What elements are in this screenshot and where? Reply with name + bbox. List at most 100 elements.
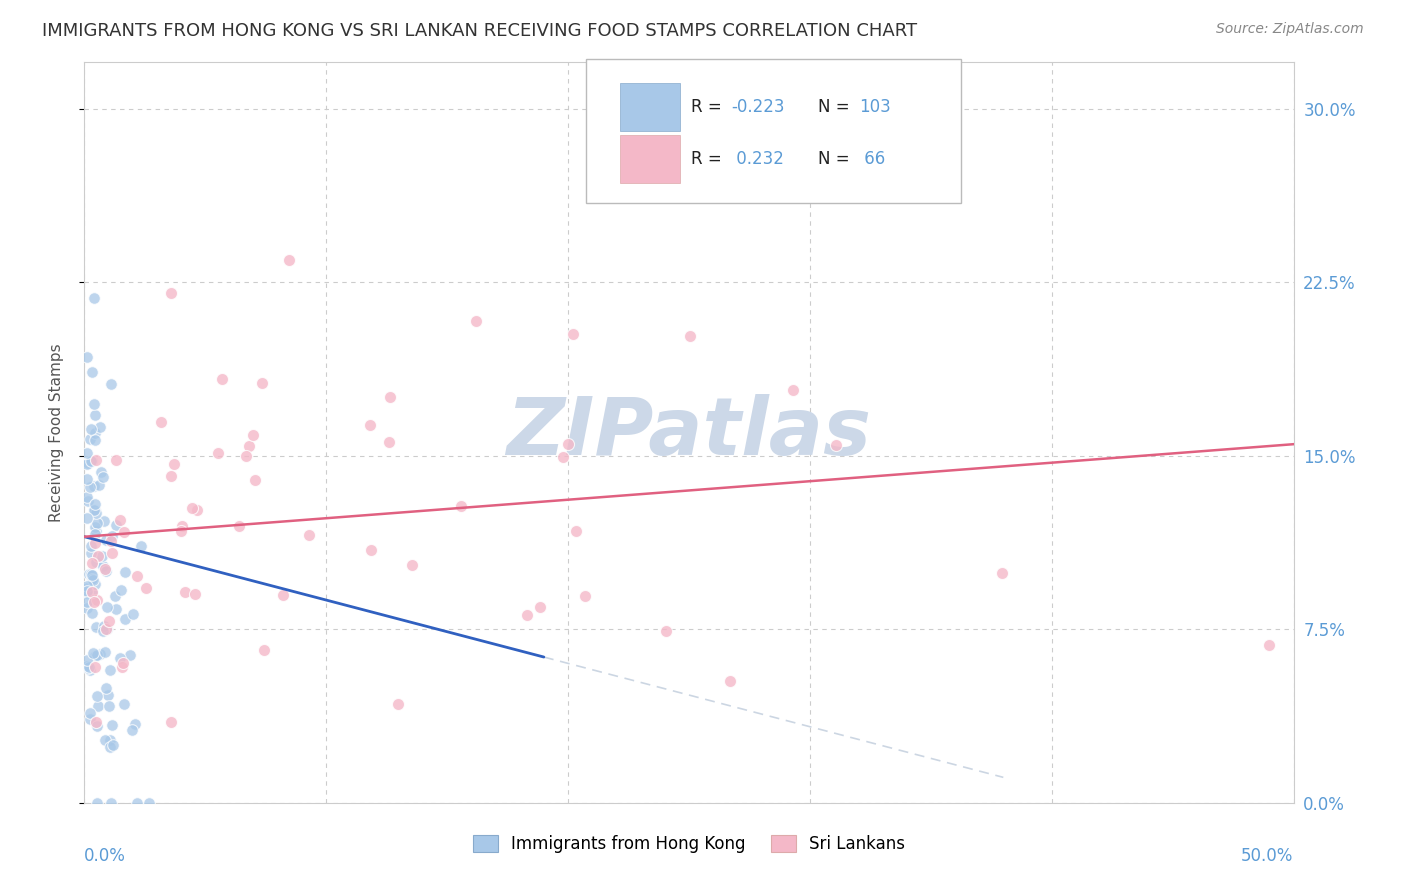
Point — [84, 620, 107, 634]
Point — [108, 513, 131, 527]
Point — [84, 576, 107, 591]
Point — [91, 624, 114, 638]
Point — [118, 648, 141, 662]
Point — [104, 453, 127, 467]
Point — [104, 518, 127, 533]
Point — [101, 738, 124, 752]
Point — [360, 543, 382, 558]
Point — [401, 558, 423, 572]
Point — [96, 600, 118, 615]
Point — [84, 555, 107, 569]
Point — [84, 453, 107, 467]
Point — [242, 428, 264, 442]
Point — [1258, 638, 1281, 652]
Point — [93, 645, 115, 659]
Point — [250, 376, 273, 390]
Point — [86, 719, 108, 733]
Point — [825, 438, 848, 452]
Point — [86, 593, 108, 607]
Point — [574, 590, 596, 604]
Point — [83, 396, 105, 410]
Text: 66: 66 — [859, 150, 886, 168]
Point — [79, 480, 101, 494]
Text: R =: R = — [692, 150, 727, 168]
Y-axis label: Receiving Food Stamps: Receiving Food Stamps — [49, 343, 63, 522]
Point — [82, 585, 104, 599]
Point — [76, 659, 98, 673]
Point — [93, 470, 115, 484]
Point — [89, 420, 111, 434]
Point — [211, 372, 233, 386]
Point — [79, 712, 101, 726]
Point — [135, 581, 157, 595]
Text: 50.0%: 50.0% — [1241, 847, 1294, 865]
Point — [80, 567, 103, 582]
Point — [87, 549, 110, 564]
Point — [76, 490, 98, 504]
Point — [101, 718, 124, 732]
Point — [138, 796, 160, 810]
Text: N =: N = — [818, 150, 855, 168]
Text: 0.0%: 0.0% — [84, 847, 127, 865]
Point — [990, 566, 1012, 580]
Point — [80, 422, 103, 436]
Point — [655, 624, 678, 638]
Point — [114, 697, 136, 711]
Point — [129, 539, 152, 553]
Point — [83, 503, 105, 517]
Point — [84, 506, 107, 520]
Point — [159, 468, 181, 483]
Point — [564, 524, 586, 539]
Point — [125, 568, 148, 582]
Point — [94, 564, 117, 578]
Point — [83, 595, 105, 609]
Point — [186, 503, 208, 517]
Point — [111, 656, 134, 670]
Point — [450, 499, 472, 513]
Point — [160, 714, 183, 729]
Point — [84, 535, 107, 549]
Point — [84, 502, 107, 516]
Point — [82, 646, 104, 660]
Point — [77, 493, 100, 508]
Point — [76, 586, 98, 600]
Point — [125, 796, 148, 810]
Point — [76, 579, 98, 593]
Point — [79, 706, 101, 721]
Point — [782, 383, 804, 397]
FancyBboxPatch shape — [620, 83, 681, 131]
Point — [679, 329, 702, 343]
Point — [93, 618, 115, 632]
Text: Source: ZipAtlas.com: Source: ZipAtlas.com — [1216, 22, 1364, 37]
Point — [80, 365, 103, 379]
Point — [529, 599, 551, 614]
Text: N =: N = — [818, 98, 855, 116]
Point — [87, 478, 110, 492]
Point — [94, 732, 117, 747]
Point — [97, 615, 120, 629]
Point — [79, 546, 101, 560]
Point — [79, 454, 101, 468]
Point — [76, 511, 98, 525]
Point — [76, 446, 98, 460]
Point — [83, 478, 105, 492]
Point — [98, 699, 121, 714]
Point — [718, 673, 741, 688]
Point — [100, 796, 122, 810]
Point — [104, 589, 127, 603]
Point — [98, 739, 121, 754]
Point — [557, 437, 579, 451]
Point — [91, 558, 114, 573]
Point — [94, 681, 117, 695]
Point — [87, 698, 110, 713]
Point — [76, 582, 98, 596]
Point — [84, 497, 107, 511]
Text: IMMIGRANTS FROM HONG KONG VS SRI LANKAN RECEIVING FOOD STAMPS CORRELATION CHART: IMMIGRANTS FROM HONG KONG VS SRI LANKAN … — [42, 22, 917, 40]
Point — [76, 660, 98, 674]
Point — [98, 663, 121, 677]
Text: 103: 103 — [859, 98, 891, 116]
Legend: Immigrants from Hong Kong, Sri Lankans: Immigrants from Hong Kong, Sri Lankans — [464, 826, 914, 861]
Point — [378, 435, 401, 450]
Point — [378, 390, 401, 404]
Point — [79, 432, 101, 446]
